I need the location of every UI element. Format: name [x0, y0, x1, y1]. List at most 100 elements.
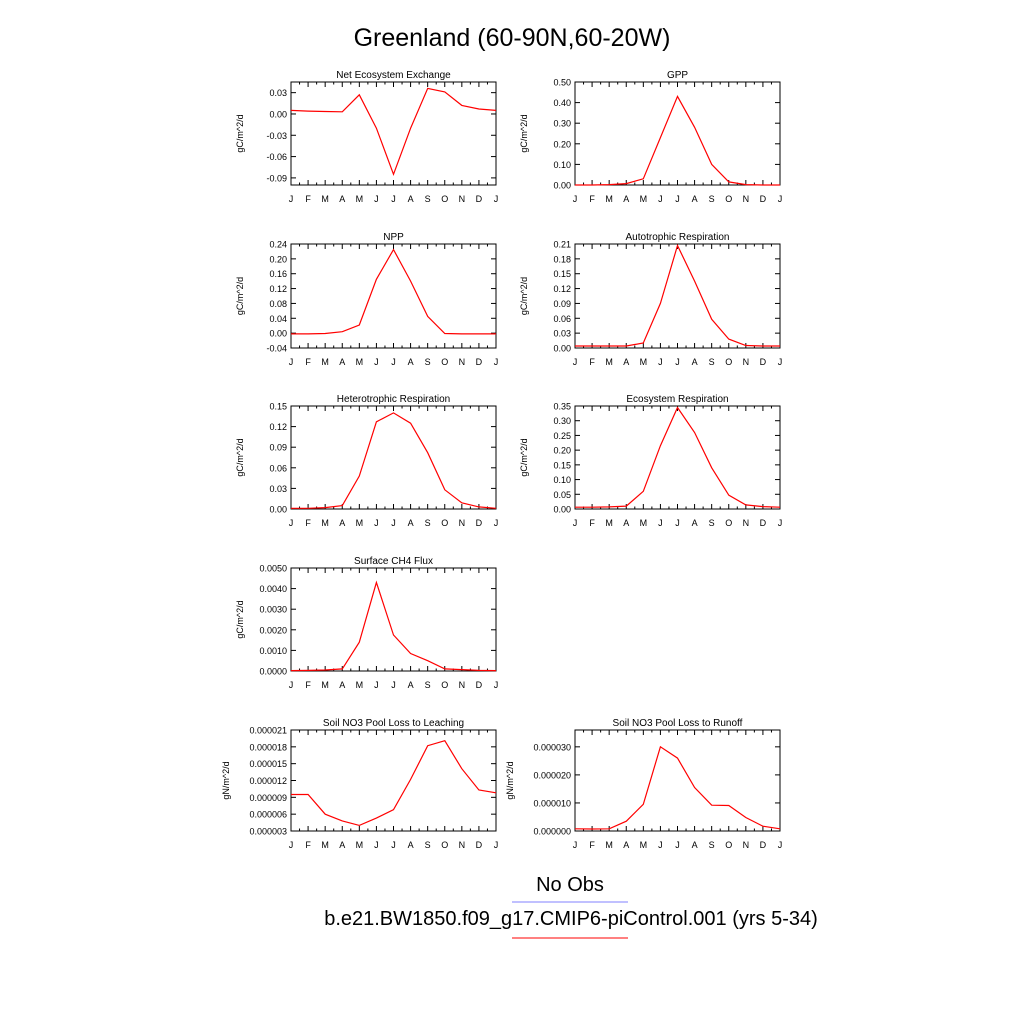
x-tick-label: J [289, 518, 294, 528]
x-tick-label: M [356, 518, 364, 528]
y-tick-label: 0.03 [269, 484, 287, 494]
y-tick-label: 0.15 [553, 460, 571, 470]
series-line-soil-no3-pool-loss-to-leaching [291, 739, 497, 827]
y-tick-label: 0.06 [269, 463, 287, 473]
y-tick-label: 0.000021 [249, 726, 287, 736]
x-tick-label: A [339, 518, 345, 528]
x-tick-label: M [605, 194, 613, 204]
x-tick-label: S [425, 840, 431, 850]
x-tick-label: J [374, 680, 379, 690]
x-tick-label: S [709, 840, 715, 850]
y-tick-label: -0.09 [266, 173, 287, 183]
x-tick-label: F [305, 357, 311, 367]
y-tick-label: 0.0030 [259, 605, 287, 615]
x-tick-label: F [589, 194, 595, 204]
y-tick-label: 0.30 [553, 119, 571, 129]
y-tick-label: 0.03 [269, 88, 287, 98]
x-tick-label: J [494, 357, 499, 367]
panel-title: Soil NO3 Pool Loss to Runoff [613, 718, 743, 729]
y-tick-label: 0.000009 [249, 793, 287, 803]
x-tick-label: J [658, 194, 663, 204]
x-tick-label: S [425, 357, 431, 367]
x-tick-label: D [760, 840, 767, 850]
x-tick-label: J [675, 194, 680, 204]
x-tick-label: J [573, 518, 578, 528]
series-line-heterotrophic-respiration [291, 412, 497, 509]
x-tick-label: J [289, 840, 294, 850]
x-tick-label: M [640, 518, 648, 528]
y-tick-label: 0.05 [553, 490, 571, 500]
panel-title: Net Ecosystem Exchange [336, 70, 451, 81]
x-tick-label: A [623, 194, 629, 204]
y-tick-label: 0.00 [269, 505, 287, 515]
y-tick-label: 0.10 [553, 475, 571, 485]
x-tick-label: O [725, 518, 732, 528]
x-tick-label: M [356, 840, 364, 850]
y-axis-label: gC/m^2/d [519, 277, 529, 315]
x-tick-label: O [725, 840, 732, 850]
x-tick-label: M [321, 194, 329, 204]
y-axis-label: gC/m^2/d [235, 114, 245, 152]
y-axis-label: gC/m^2/d [235, 277, 245, 315]
x-tick-label: D [760, 518, 767, 528]
x-tick-label: F [305, 840, 311, 850]
x-tick-label: A [339, 357, 345, 367]
x-tick-label: O [441, 194, 448, 204]
x-tick-label: J [374, 194, 379, 204]
x-tick-label: J [374, 357, 379, 367]
y-tick-label: 0.40 [553, 98, 571, 108]
y-tick-label: 0.00 [553, 505, 571, 515]
y-tick-label: 0.21 [553, 240, 571, 250]
x-tick-label: J [289, 680, 294, 690]
x-tick-label: O [441, 518, 448, 528]
x-tick-label: A [408, 194, 414, 204]
y-tick-label: -0.06 [266, 152, 287, 162]
y-tick-label: 0.12 [269, 422, 287, 432]
plot-frame [290, 81, 497, 186]
plot-frame [290, 567, 497, 672]
y-tick-label: 0.50 [553, 78, 571, 88]
x-tick-label: J [675, 840, 680, 850]
x-tick-label: A [339, 840, 345, 850]
x-tick-label: J [675, 518, 680, 528]
x-tick-label: M [356, 357, 364, 367]
y-tick-label: 0.00 [553, 181, 571, 191]
y-tick-label: 0.10 [553, 160, 571, 170]
x-tick-label: N [743, 194, 750, 204]
x-tick-label: M [321, 357, 329, 367]
y-tick-label: 0.18 [553, 254, 571, 264]
x-tick-label: J [494, 518, 499, 528]
x-tick-label: J [778, 357, 783, 367]
x-tick-label: N [459, 357, 466, 367]
x-tick-label: O [441, 680, 448, 690]
x-tick-label: S [425, 518, 431, 528]
x-tick-label: A [623, 840, 629, 850]
y-tick-label: 0.00 [269, 109, 287, 119]
y-tick-label: 0.000018 [249, 742, 287, 752]
x-tick-label: J [374, 518, 379, 528]
x-tick-label: A [692, 518, 698, 528]
y-axis-label: gN/m^2/d [505, 761, 515, 799]
y-tick-label: 0.03 [553, 329, 571, 339]
x-tick-label: M [605, 840, 613, 850]
y-tick-label: 0.0020 [259, 625, 287, 635]
y-tick-label: 0.000006 [249, 810, 287, 820]
x-tick-label: F [589, 518, 595, 528]
series-line-soil-no3-pool-loss-to-runoff [574, 745, 781, 830]
series-line-net-ecosystem-exchange [290, 87, 497, 177]
x-tick-label: J [494, 194, 499, 204]
y-axis-label: gC/m^2/d [235, 438, 245, 476]
panel-title: GPP [667, 70, 688, 81]
x-tick-label: A [408, 357, 414, 367]
y-tick-label: 0.000010 [533, 798, 571, 808]
x-tick-label: N [459, 680, 466, 690]
x-tick-label: M [321, 680, 329, 690]
y-tick-label: 0.20 [553, 139, 571, 149]
y-tick-label: 0.08 [269, 299, 287, 309]
x-tick-label: J [391, 194, 396, 204]
x-tick-label: D [760, 194, 767, 204]
x-tick-label: J [658, 357, 663, 367]
